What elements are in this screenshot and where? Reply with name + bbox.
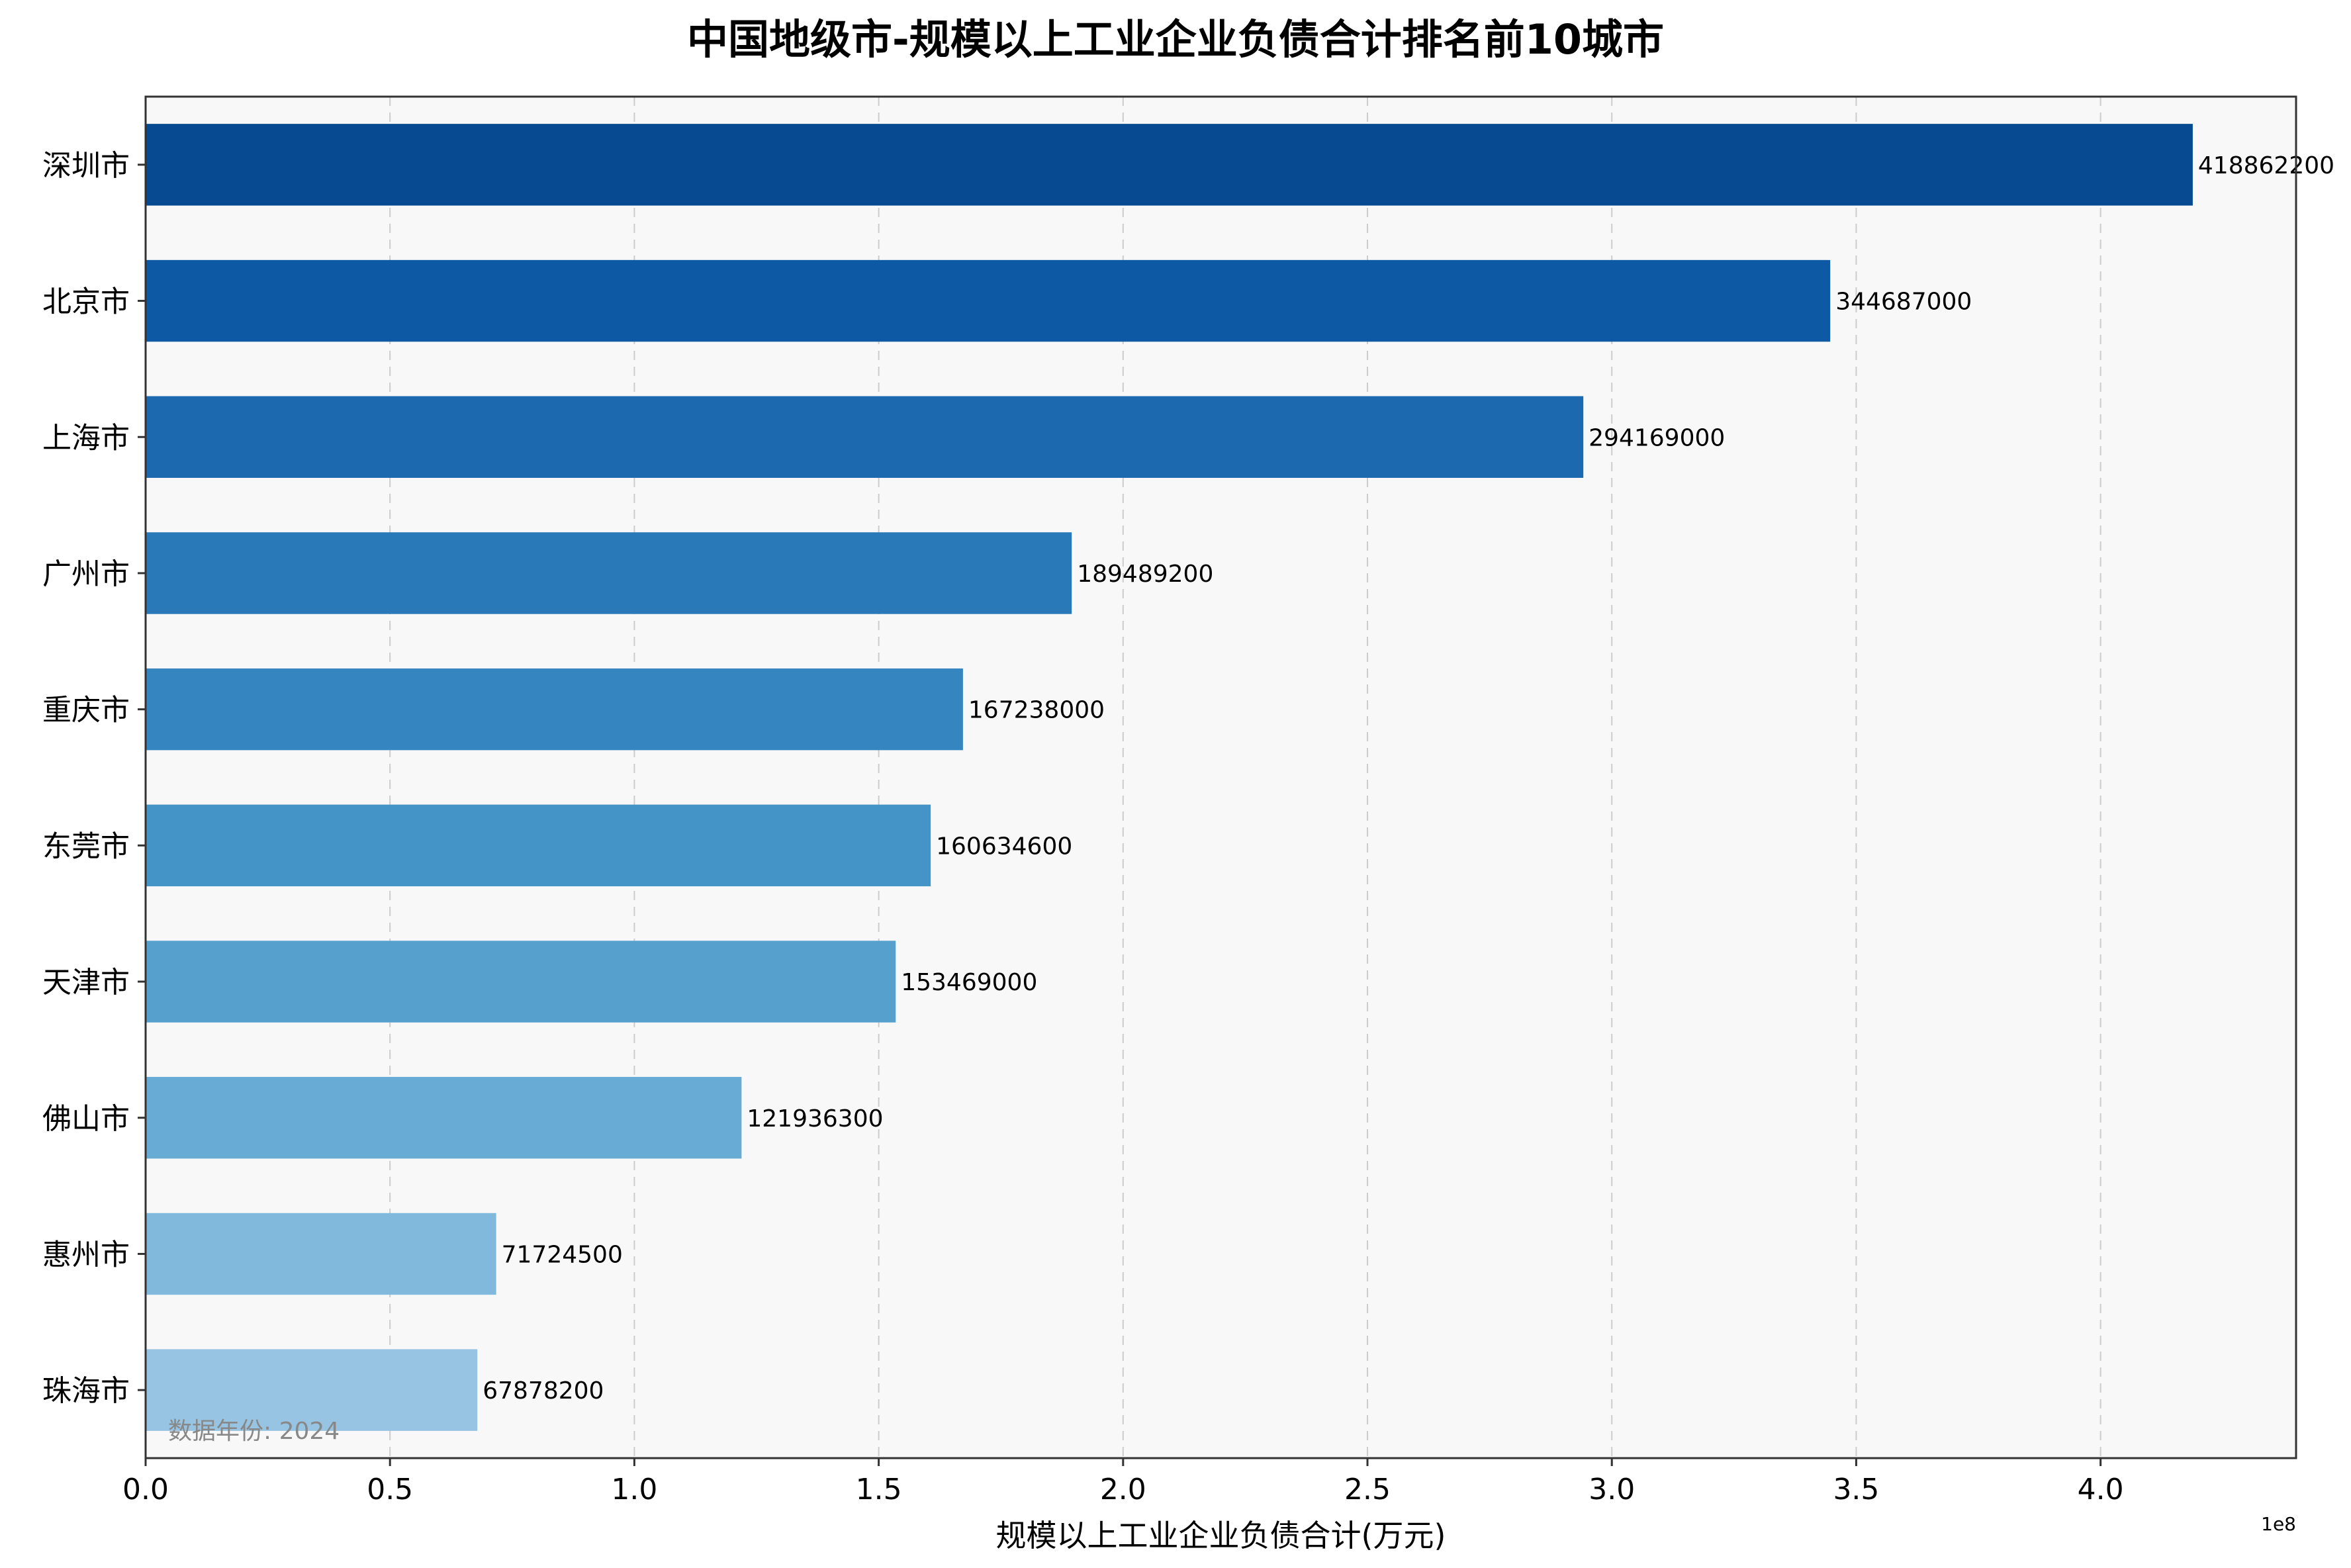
value-labels: 418862200 344687000 294169000 189489200 1672…: [483, 152, 2334, 1405]
chart-title: 中国地级市-规模以上工业企业负债合计排名前10城市: [686, 15, 1664, 64]
bar: [146, 804, 931, 887]
data-year-note: 数据年份: 2024: [168, 1418, 340, 1445]
bar-value-label: 71724500: [502, 1241, 623, 1268]
bar-value-label: 418862200: [2198, 152, 2334, 179]
bar-value-label: 67878200: [483, 1377, 604, 1405]
x-axis-label: 规模以上工业企业负债合计(万元): [995, 1518, 1446, 1553]
x-axis-offset-label: 1e8: [2261, 1513, 2296, 1535]
y-tick-label: 深圳市: [42, 149, 130, 183]
bar-value-label: 167238000: [968, 697, 1105, 724]
bar: [146, 259, 1831, 342]
y-tick-label: 惠州市: [42, 1238, 130, 1271]
bar: [146, 124, 2193, 206]
x-axis-ticks: 0.0 0.5 1.0 1.5 2.0 2.5 3.0 3.5 4.0: [122, 1458, 2124, 1506]
bar: [146, 1213, 496, 1295]
bar: [146, 941, 896, 1023]
y-tick-label: 北京市: [42, 285, 130, 319]
x-tick-label: 2.5: [1344, 1473, 1391, 1506]
x-tick-label: 0.0: [122, 1473, 169, 1506]
bars: [146, 124, 2193, 1431]
x-tick-label: 1.5: [856, 1473, 902, 1506]
bar: [146, 668, 963, 751]
bar-value-label: 153469000: [901, 969, 1037, 996]
y-tick-label: 东莞市: [42, 829, 130, 863]
x-tick-label: 3.0: [1589, 1473, 1635, 1506]
y-tick-label: 广州市: [42, 557, 130, 591]
bar: [146, 396, 1584, 478]
bar: [146, 1349, 478, 1431]
y-tick-label: 珠海市: [42, 1374, 130, 1408]
bar: [146, 532, 1072, 614]
bar-value-label: 189489200: [1077, 561, 1213, 588]
x-tick-label: 2.0: [1100, 1473, 1146, 1506]
bar-value-label: 344687000: [1835, 289, 1972, 316]
y-tick-label: 天津市: [42, 966, 130, 999]
x-tick-label: 0.5: [367, 1473, 413, 1506]
x-tick-label: 1.0: [611, 1473, 657, 1506]
plot-frame: [144, 95, 2297, 1459]
y-tick-label: 上海市: [42, 421, 130, 455]
x-tick-label: 4.0: [2078, 1473, 2124, 1506]
bar: [146, 1077, 742, 1159]
x-tick-label: 3.5: [1833, 1473, 1879, 1506]
bar-value-label: 121936300: [747, 1105, 883, 1132]
bar-value-label: 160634600: [936, 833, 1072, 860]
y-tick-label: 佛山市: [42, 1102, 130, 1136]
y-tick-label: 重庆市: [42, 694, 130, 727]
bar-value-label: 294169000: [1589, 424, 1725, 451]
